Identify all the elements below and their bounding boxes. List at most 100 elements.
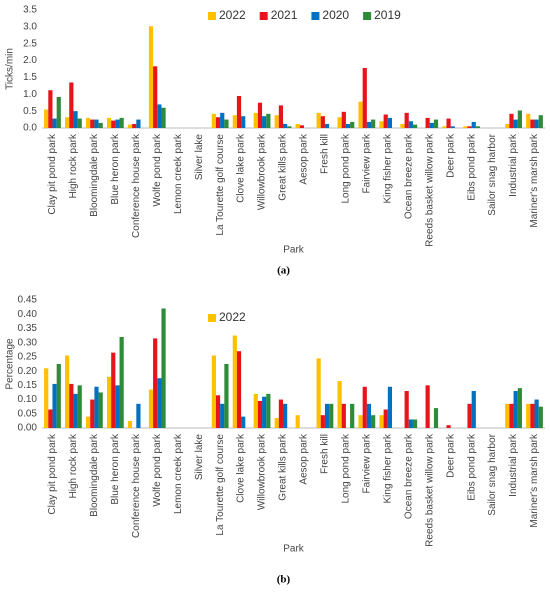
- bar: [274, 115, 279, 128]
- bar: [341, 111, 346, 128]
- legend-label: 2021: [271, 8, 298, 22]
- bar: [509, 403, 514, 428]
- bar: [56, 96, 61, 128]
- bar: [324, 123, 330, 128]
- bar: [337, 117, 342, 128]
- bar: [224, 119, 229, 128]
- bar: [127, 124, 133, 128]
- x-tick-label: Clove lake park: [236, 433, 247, 503]
- bar: [119, 336, 124, 428]
- bar: [295, 123, 300, 128]
- bar: [442, 126, 447, 128]
- legend-swatch: [208, 314, 216, 322]
- bar: [77, 385, 82, 428]
- x-tick-label: Silver lake: [194, 434, 205, 481]
- bar: [98, 122, 103, 128]
- y-tick-label: 1.0: [23, 89, 37, 100]
- bar: [148, 389, 154, 428]
- bar: [77, 118, 82, 128]
- bar: [136, 403, 141, 428]
- bar: [65, 355, 70, 428]
- bar: [236, 95, 242, 128]
- bar: [278, 105, 284, 128]
- bar: [119, 117, 124, 128]
- bar: [345, 123, 351, 128]
- y-axis-label: Percentage: [5, 338, 16, 390]
- x-tick-label: Conference house park: [131, 133, 142, 238]
- x-tick-label: Deer park: [445, 133, 456, 178]
- y-axis-label: Ticks/min: [5, 48, 16, 90]
- x-tick-label: Mariner's marsh park: [529, 433, 540, 528]
- bar: [425, 385, 430, 428]
- bar: [316, 112, 321, 128]
- bar: [52, 383, 57, 428]
- bar: [220, 112, 225, 128]
- bar: [450, 126, 455, 128]
- x-tick-label: King fisher park: [382, 133, 393, 203]
- bar: [232, 115, 237, 128]
- bar: [278, 399, 284, 428]
- bar: [241, 416, 246, 428]
- x-tick-label: Industrial park: [508, 433, 519, 497]
- legend-swatch: [208, 12, 216, 20]
- bar: [505, 123, 510, 128]
- x-tick-label: Ocean breeze park: [403, 133, 414, 219]
- bar: [517, 388, 522, 428]
- bar: [400, 123, 405, 128]
- x-tick-label: Bloomingdale park: [89, 133, 100, 217]
- bar: [283, 403, 288, 428]
- bar: [530, 403, 535, 428]
- y-tick-label: 0.00: [18, 423, 38, 434]
- x-tick-label: Bloomingdale park: [89, 433, 100, 517]
- bar: [433, 119, 439, 128]
- bar: [236, 351, 242, 428]
- bar: [475, 126, 481, 128]
- bar: [115, 385, 120, 428]
- bar: [157, 104, 162, 128]
- bar: [111, 352, 116, 428]
- x-tick-label: Lemon creek park: [173, 433, 184, 514]
- bar: [157, 378, 162, 428]
- bar: [266, 113, 271, 128]
- bar: [404, 112, 409, 128]
- bar: [48, 90, 53, 128]
- bar: [90, 119, 95, 128]
- bar: [211, 113, 216, 128]
- bar: [316, 358, 321, 428]
- bar: [358, 101, 363, 128]
- bar: [90, 399, 95, 428]
- bar: [262, 396, 267, 428]
- x-tick-label: Long pond park: [341, 433, 352, 504]
- bar: [513, 391, 518, 428]
- x-tick-label: Conference house park: [131, 433, 142, 538]
- bar: [350, 121, 355, 128]
- legend-swatch: [259, 12, 268, 20]
- y-tick-label: 0.25: [18, 352, 38, 363]
- bar: [299, 125, 304, 128]
- bar: [433, 408, 439, 428]
- bar: [106, 376, 112, 428]
- x-tick-label: Willowbrook park: [257, 433, 268, 510]
- y-tick-label: 0.45: [18, 295, 38, 306]
- bar: [274, 418, 279, 428]
- bar: [408, 121, 413, 128]
- bar: [224, 364, 229, 428]
- bar: [73, 393, 78, 428]
- x-tick-label: Mariner's marsh park: [529, 133, 540, 228]
- bar: [111, 120, 116, 128]
- bar: [56, 364, 61, 428]
- bar: [358, 415, 363, 428]
- bar: [94, 386, 99, 428]
- bar: [383, 114, 388, 128]
- bar: [115, 119, 120, 128]
- y-tick-label: 0.05: [18, 408, 38, 419]
- x-axis-label: Park: [283, 544, 305, 555]
- legend-label: 2022: [219, 310, 246, 324]
- caption: (b): [277, 574, 291, 586]
- x-axis-label: Park: [283, 245, 305, 256]
- bar: [467, 126, 472, 128]
- bar: [220, 403, 225, 428]
- bar: [136, 119, 141, 128]
- bar: [257, 102, 263, 128]
- legend-label: 2019: [374, 8, 401, 22]
